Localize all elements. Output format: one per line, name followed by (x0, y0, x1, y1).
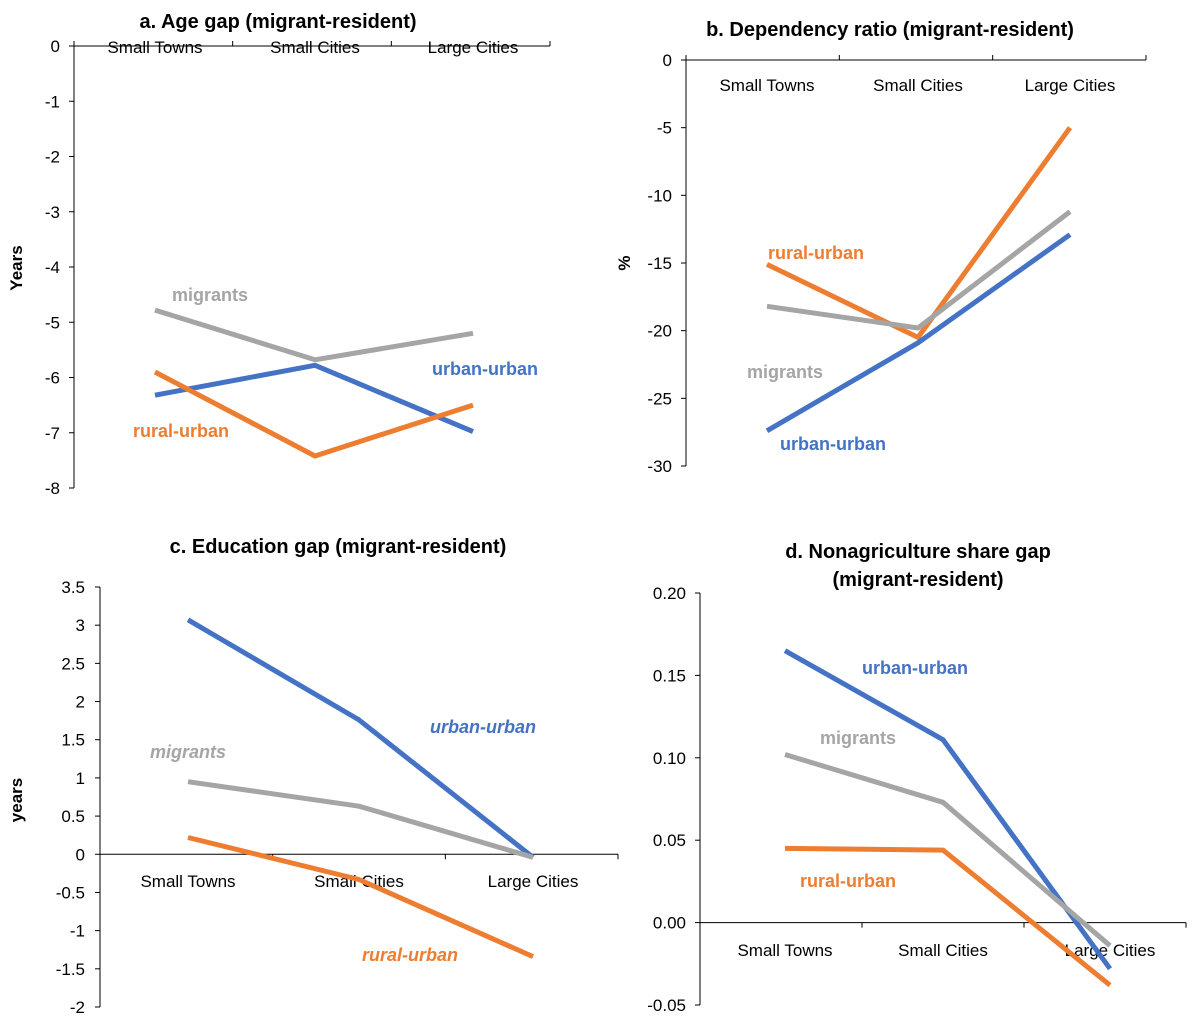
y-tick-label: -7 (45, 424, 60, 443)
chart-title: b. Dependency ratio (migrant-resident) (706, 19, 1074, 41)
series-line-urban-urban (783, 648, 1113, 971)
y-tick-label: 0.05 (653, 831, 686, 850)
y-tick-label: -10 (647, 186, 672, 205)
y-tick-label: -4 (45, 258, 60, 277)
series-label-urban-urban: urban-urban (430, 717, 536, 737)
axes (95, 586, 619, 1008)
series-label-migrants: migrants (150, 742, 226, 762)
y-tick-label: -30 (647, 457, 672, 476)
category-label: Large Cities (1025, 76, 1116, 95)
y-axis-label: % (615, 255, 634, 270)
panel-age-gap: a. Age gap (migrant-resident) Years 0 -1 -… (7, 11, 551, 498)
category-labels: Small Towns Small Cities Large Cities (107, 38, 518, 57)
y-tick-label: 2.5 (61, 654, 85, 673)
series-line-rural-urban (784, 845, 1112, 988)
y-tick-labels: 0 -5 -10 -15 -20 -25 -30 (647, 51, 672, 476)
y-tick-label: -20 (647, 322, 672, 341)
series-lines (783, 648, 1113, 988)
y-tick-labels: 3.5 3 2.5 2 1.5 1 0.5 0 -0.5 -1 -1.5 -2 (56, 578, 85, 1017)
y-tick-label: 3.5 (61, 578, 85, 597)
series-label-migrants: migrants (820, 728, 896, 748)
category-label: Small Towns (107, 38, 202, 57)
category-label: Small Cities (873, 76, 963, 95)
y-tick-label: 0.5 (61, 807, 85, 826)
series-lines (186, 617, 535, 959)
y-tick-label: 1.5 (61, 731, 85, 750)
series-line-rural-urban (153, 369, 474, 459)
y-tick-label: 2 (76, 693, 85, 712)
category-labels: Small Towns Small Cities Large Cities (737, 941, 1155, 960)
series-line-rural-urban (765, 126, 1073, 340)
panel-dependency-ratio: b. Dependency ratio (migrant-resident) %… (615, 19, 1147, 476)
series-label-migrants: migrants (172, 285, 248, 305)
series-label-rural-urban: rural-urban (800, 871, 896, 891)
y-tick-label: -15 (647, 254, 672, 273)
series-line-urban-urban (154, 362, 474, 434)
y-tick-label: -5 (657, 119, 672, 138)
category-label: Small Cities (270, 38, 360, 57)
category-label: Large Cities (1065, 941, 1156, 960)
series-lines (765, 126, 1073, 433)
series-label-urban-urban: urban-urban (432, 359, 538, 379)
axes (69, 41, 551, 489)
category-label: Small Cities (898, 941, 988, 960)
y-tick-label: 0.15 (653, 666, 686, 685)
y-tick-label: -1 (45, 92, 60, 111)
category-labels: Small Towns Small Cities Large Cities (719, 76, 1115, 95)
category-label: Small Towns (737, 941, 832, 960)
axes (681, 55, 1147, 467)
y-tick-label: -2 (45, 148, 60, 167)
series-label-urban-urban: urban-urban (862, 658, 968, 678)
y-axis-label: Years (7, 245, 26, 290)
y-axis-label: years (7, 778, 26, 822)
y-tick-label: 0 (663, 51, 672, 70)
series-label-migrants: migrants (747, 362, 823, 382)
panel-nonagriculture-share-gap: d. Nonagriculture share gap (migrant-res… (647, 541, 1187, 1015)
series-lines (153, 307, 474, 459)
y-tick-labels: 0.20 0.15 0.10 0.05 0.00 -0.05 (647, 584, 686, 1015)
y-tick-label: 3 (76, 616, 85, 635)
series-label-rural-urban: rural-urban (133, 421, 229, 441)
series-line-rural-urban (187, 835, 535, 959)
series-line-migrants (784, 752, 1112, 948)
y-tick-label: -25 (647, 389, 672, 408)
series-line-urban-urban (186, 617, 535, 860)
axes (695, 592, 1187, 1006)
series-line-migrants (766, 209, 1072, 331)
y-tick-label: -8 (45, 479, 60, 498)
y-tick-label: 0 (51, 37, 60, 56)
y-tick-labels: 0 -1 -2 -3 -4 -5 -6 -7 -8 (45, 37, 60, 498)
y-tick-label: -0.5 (56, 883, 85, 902)
y-tick-label: 1 (76, 769, 85, 788)
y-tick-label: -1.5 (56, 960, 85, 979)
category-label: Large Cities (488, 872, 579, 891)
y-tick-label: 0.10 (653, 749, 686, 768)
series-label-rural-urban: rural-urban (362, 945, 458, 965)
panel-education-gap: c. Education gap (migrant-resident) year… (7, 536, 619, 1017)
category-label: Large Cities (428, 38, 519, 57)
y-tick-label: -6 (45, 369, 60, 388)
category-label: Small Towns (719, 76, 814, 95)
series-line-urban-urban (765, 232, 1072, 433)
y-tick-label: -0.05 (647, 996, 686, 1015)
chart-title-line-2: (migrant-resident) (832, 569, 1003, 591)
y-tick-label: -2 (70, 998, 85, 1017)
chart-title-line-1: d. Nonagriculture share gap (785, 541, 1051, 563)
y-tick-label: -1 (70, 922, 85, 941)
series-label-rural-urban: rural-urban (768, 243, 864, 263)
category-label: Small Towns (140, 872, 235, 891)
y-tick-label: 0 (76, 845, 85, 864)
y-tick-label: -5 (45, 313, 60, 332)
chart-title: a. Age gap (migrant-resident) (139, 11, 416, 33)
y-tick-label: 0.00 (653, 914, 686, 933)
y-tick-label: -3 (45, 203, 60, 222)
series-line-migrants (187, 779, 534, 860)
chart-title: c. Education gap (migrant-resident) (170, 536, 507, 558)
series-line-migrants (154, 307, 474, 363)
series-label-urban-urban: urban-urban (780, 434, 886, 454)
y-tick-label: 0.20 (653, 584, 686, 603)
